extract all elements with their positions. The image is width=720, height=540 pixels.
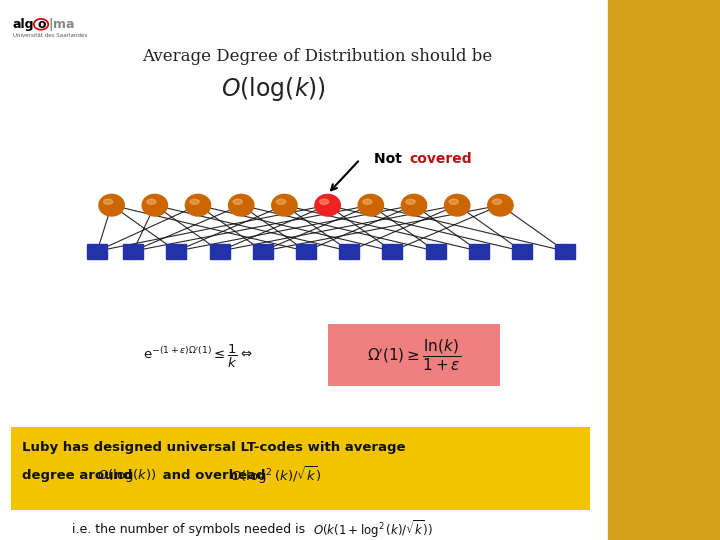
Text: and overhead: and overhead (158, 469, 266, 482)
Ellipse shape (444, 194, 470, 216)
Ellipse shape (233, 199, 243, 204)
Ellipse shape (190, 199, 199, 204)
Bar (123, 244, 143, 259)
Ellipse shape (492, 199, 502, 204)
Bar (253, 244, 273, 259)
Bar (426, 244, 446, 259)
Text: i.e. the number of symbols needed is: i.e. the number of symbols needed is (73, 523, 310, 536)
Bar (469, 244, 489, 259)
Text: Luby has designed universal LT-codes with average: Luby has designed universal LT-codes wit… (22, 441, 405, 454)
Text: o: o (37, 18, 46, 31)
Bar (210, 244, 230, 259)
Text: ma: ma (53, 18, 74, 31)
Text: $O(k(1+\log^2(k)/\sqrt{k}))$: $O(k(1+\log^2(k)/\sqrt{k}))$ (313, 518, 433, 540)
Text: |: | (48, 18, 53, 31)
Ellipse shape (99, 194, 125, 216)
Bar (296, 244, 316, 259)
Text: Average Degree of Distribution should be: Average Degree of Distribution should be (142, 48, 492, 65)
Bar (382, 244, 402, 259)
Bar (608, 0, 720, 540)
Ellipse shape (147, 199, 156, 204)
Ellipse shape (320, 199, 329, 204)
Text: $O(\log^2(k)/\sqrt{k})$: $O(\log^2(k)/\sqrt{k})$ (230, 464, 322, 486)
Ellipse shape (358, 194, 384, 216)
Ellipse shape (142, 194, 168, 216)
Text: alg: alg (13, 18, 35, 31)
Ellipse shape (228, 194, 254, 216)
Text: $\mathrm{e}^{-(1+\varepsilon)\Omega'(1)} \leq \dfrac{1}{k} \Leftrightarrow$: $\mathrm{e}^{-(1+\varepsilon)\Omega'(1)}… (143, 343, 253, 370)
Text: $O(\log(k))$: $O(\log(k))$ (97, 467, 157, 484)
Bar (555, 244, 575, 259)
Ellipse shape (185, 194, 211, 216)
Bar (87, 244, 107, 259)
Ellipse shape (401, 194, 427, 216)
Text: degree around: degree around (22, 469, 137, 482)
Bar (166, 244, 186, 259)
Text: covered: covered (409, 152, 472, 166)
Ellipse shape (406, 199, 415, 204)
Bar (339, 244, 359, 259)
Text: $\Omega'(1) \geq \dfrac{\ln(k)}{1+\varepsilon}$: $\Omega'(1) \geq \dfrac{\ln(k)}{1+\varep… (367, 337, 461, 373)
Ellipse shape (363, 199, 372, 204)
Ellipse shape (276, 199, 286, 204)
Bar (328, 324, 500, 386)
Text: Not: Not (374, 152, 407, 166)
Ellipse shape (271, 194, 297, 216)
Text: Universität des Saarlandes: Universität des Saarlandes (13, 32, 87, 38)
Text: $O(\log(k))$: $O(\log(k))$ (221, 75, 326, 103)
Ellipse shape (487, 194, 513, 216)
Bar (11, 427, 590, 510)
Ellipse shape (104, 199, 113, 204)
Ellipse shape (449, 199, 459, 204)
Ellipse shape (315, 194, 341, 216)
Bar (512, 244, 532, 259)
